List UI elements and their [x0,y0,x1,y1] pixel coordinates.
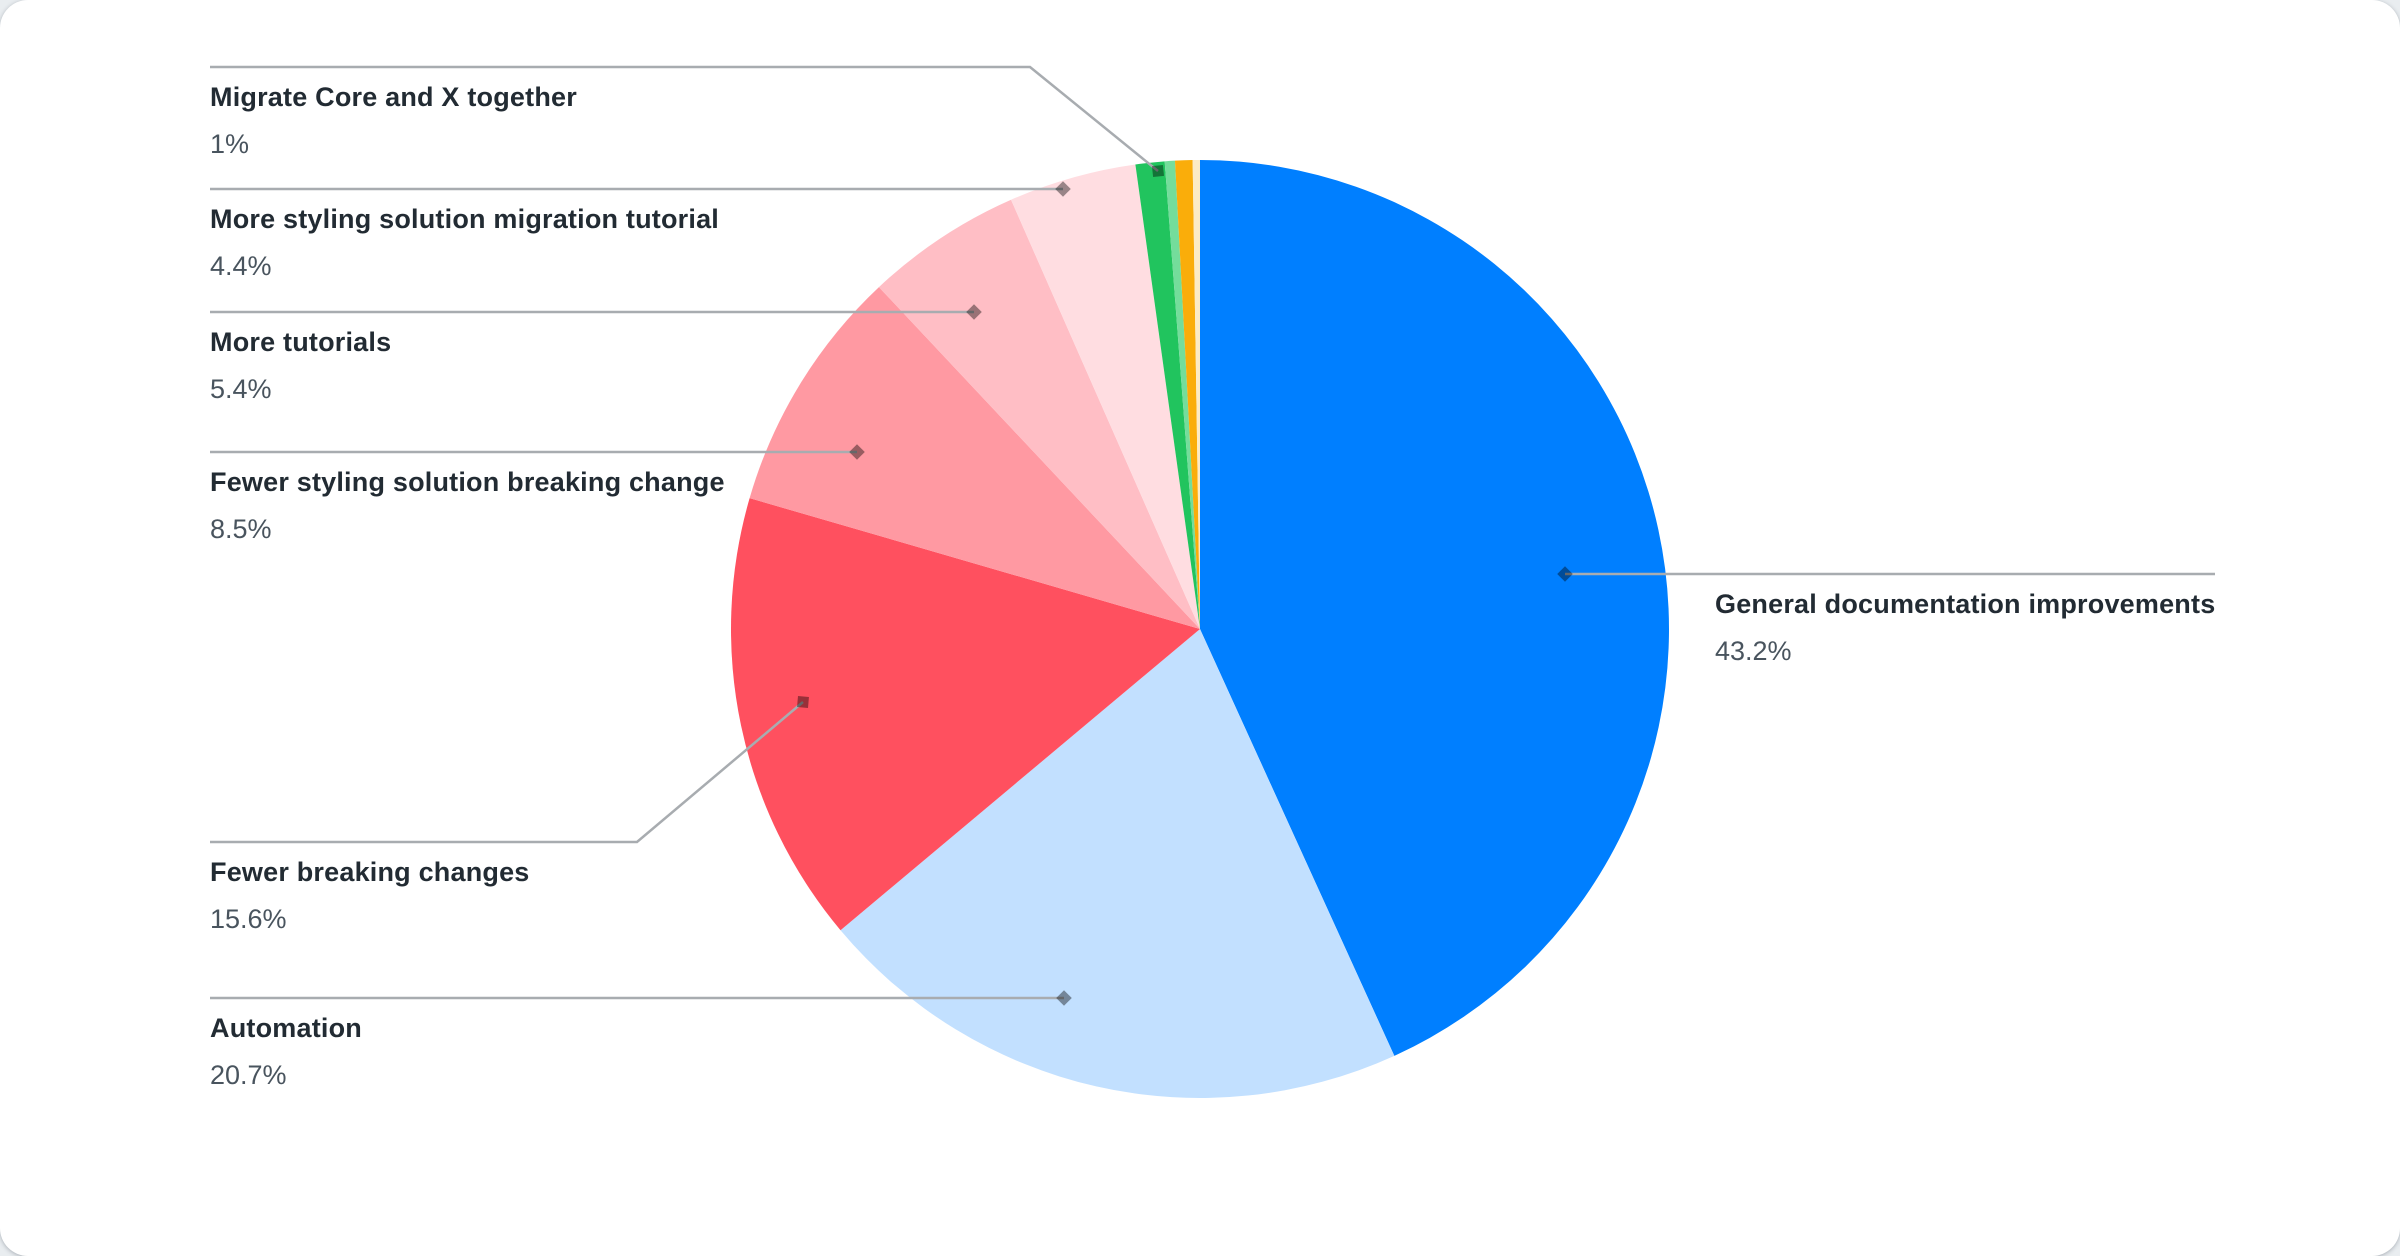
leader-marker-icon [1151,164,1165,178]
slice-percent: 15.6% [210,904,287,934]
leader-marker-icon [1055,181,1071,197]
label-more-tutorials: More tutorials 5.4% [210,325,391,406]
slice-label: Fewer styling solution breaking change [210,467,725,497]
label-migrate-core-and-x-together: Migrate Core and X together 1% [210,80,577,161]
slice-label: Fewer breaking changes [210,857,530,887]
pie-slice-fewer-breaking-changes[interactable] [730,498,1200,931]
leader-line-fewer-breaking-changes [210,701,804,844]
slice-percent: 8.5% [210,514,272,544]
pie-slice-unlabeled-9[interactable] [1192,160,1200,629]
slice-percent: 4.4% [210,251,272,281]
slice-label: Automation [210,1013,362,1043]
slice-label: General documentation improvements [1715,589,2216,619]
pie-slice-unlabeled-7[interactable] [1164,160,1200,630]
leader-marker-icon [1557,566,1573,582]
label-fewer-breaking-changes: Fewer breaking changes 15.6% [210,855,530,936]
pie-slice-more-styling-solution-migration-tutorial[interactable] [1011,164,1200,629]
pie-slice-unlabeled-8[interactable] [1174,160,1200,629]
pie-slice-general-documentation-improvements[interactable] [1200,160,1669,1056]
label-automation: Automation 20.7% [210,1011,362,1092]
pie-slice-automation[interactable] [840,629,1395,1099]
leader-marker-icon [797,696,809,708]
label-general-documentation-improvements: General documentation improvements 43.2% [1715,587,2215,668]
label-fewer-styling-solution-breaking-change: Fewer styling solution breaking change 8.… [210,465,725,546]
slice-percent: 20.7% [210,1060,287,1090]
leader-marker-icon [1056,990,1072,1006]
slice-percent: 1% [210,129,250,159]
pie-slice-fewer-styling-solution-breaking-change[interactable] [749,287,1200,629]
pie-slice-migrate-core-and-x-together[interactable] [1135,161,1200,629]
slice-percent: 5.4% [210,374,272,404]
slice-label: More tutorials [210,327,392,357]
slice-percent: 43.2% [1715,636,1792,666]
pie-slice-more-tutorials[interactable] [878,199,1200,629]
slice-label: Migrate Core and X together [210,82,577,112]
slice-label: More styling solution migration tutorial [210,204,720,234]
label-more-styling-solution-migration-tutorial: More styling solution migration tutorial… [210,202,719,283]
leader-line-migrate-core-and-x-together [210,65,1159,172]
